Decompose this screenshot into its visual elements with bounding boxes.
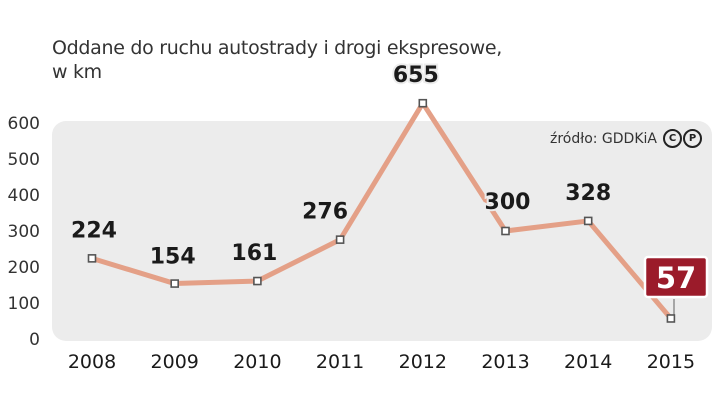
- chart-title-line-2: w km: [52, 61, 102, 83]
- data-point-marker: [501, 226, 510, 236]
- x-tick-label: 2008: [68, 351, 116, 373]
- y-tick-label: 500: [8, 150, 40, 170]
- data-label: 276: [302, 200, 348, 225]
- data-point-marker: [583, 216, 593, 226]
- x-tick-label: 2009: [151, 351, 199, 373]
- data-point-marker: [253, 276, 262, 286]
- x-tick-label: 2011: [316, 351, 364, 373]
- data-label: 224: [71, 218, 117, 243]
- data-label: 154: [150, 245, 196, 270]
- y-tick-label: 200: [8, 258, 40, 278]
- y-axis: 0 100 200 300 400 500 600: [8, 114, 40, 350]
- series-line: [91, 100, 673, 321]
- data-point-marker: [418, 98, 428, 108]
- data-label: 655: [393, 63, 439, 88]
- x-tick-label: 2014: [564, 351, 612, 373]
- copyright-icon: C: [663, 129, 682, 148]
- data-label-highlighted: 57: [656, 261, 696, 295]
- data-label: 161: [231, 241, 277, 266]
- highlight-label-box: [643, 255, 709, 299]
- data-markers: [87, 98, 676, 323]
- chart-title: Oddane do ruchu autostrady i drogi ekspr…: [52, 36, 502, 84]
- y-tick-label: 400: [8, 186, 40, 206]
- data-label: 328: [565, 181, 611, 206]
- y-tick-label: 100: [8, 294, 40, 314]
- data-point-marker: [335, 235, 345, 244]
- x-tick-label: 2012: [399, 351, 447, 373]
- source-text: źródło: GDDKiA: [549, 130, 657, 147]
- x-tick-label: 2015: [647, 351, 695, 373]
- x-tick-label: 2010: [233, 351, 281, 373]
- data-label: 300: [485, 190, 531, 215]
- data-point-marker: [666, 314, 676, 323]
- x-axis: 2008 2009 2010 2011 2012 2013 2014 2015: [68, 351, 695, 373]
- plot-area-background: [52, 121, 712, 341]
- source-note: źródło: GDDKiA C P: [550, 129, 702, 148]
- y-tick-label: 0: [29, 330, 40, 350]
- data-labels: 224 154 161 276 655 300 328 57: [69, 61, 709, 299]
- data-point-marker: [87, 254, 97, 263]
- p-icon: P: [683, 129, 702, 148]
- license-badge: C P: [663, 129, 702, 148]
- y-tick-label: 600: [8, 114, 40, 134]
- data-point-marker: [170, 279, 179, 288]
- x-tick-label: 2013: [481, 351, 529, 373]
- y-tick-label: 300: [8, 222, 40, 242]
- chart-title-line-1: Oddane do ruchu autostrady i drogi ekspr…: [52, 37, 503, 59]
